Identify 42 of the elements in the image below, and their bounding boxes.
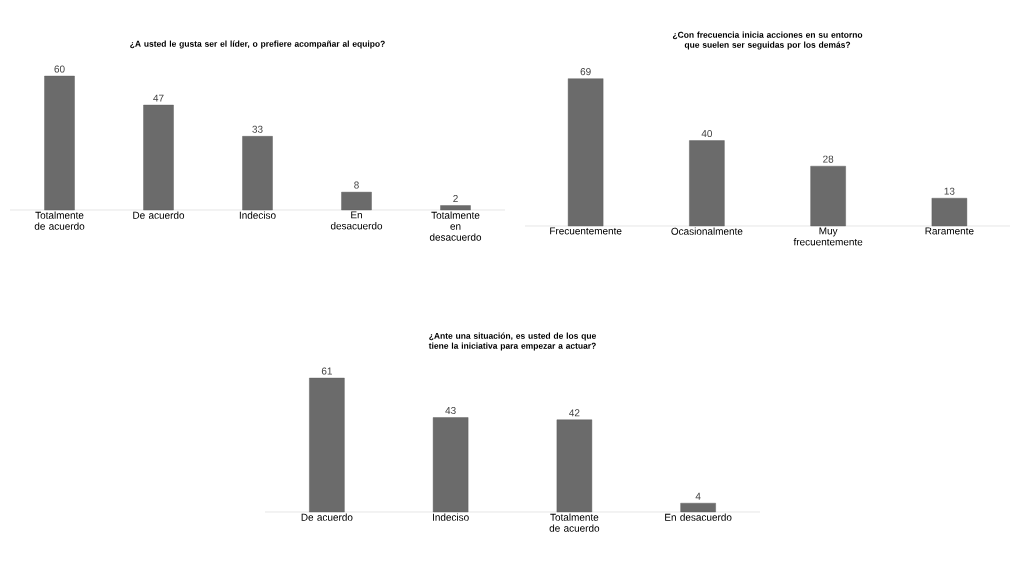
- data-label: 69: [580, 68, 591, 76]
- chart-title: ¿Ante una situación, es usted de los que tiene la iniciativa para empezar a actuar?: [428, 332, 596, 351]
- bar: [242, 136, 273, 211]
- bar: [931, 198, 968, 227]
- bar: [680, 503, 716, 513]
- data-label: 13: [944, 187, 955, 195]
- data-label: 2: [453, 195, 458, 202]
- x-tick-label: Totalmente en desacuerdo: [429, 211, 482, 241]
- bar: [556, 419, 593, 513]
- x-tick-label: Indeciso: [433, 513, 469, 521]
- bar: [810, 166, 846, 227]
- bar: [44, 75, 75, 211]
- data-label: 47: [153, 94, 164, 102]
- x-tick-label: En desacuerdo: [330, 211, 383, 230]
- bar: [432, 417, 469, 513]
- data-label: 28: [823, 155, 834, 163]
- x-tick-label: En desacuerdo: [665, 513, 732, 521]
- x-tick-label: Muy frecuentemente: [793, 227, 863, 246]
- x-tick-label: De acuerdo: [133, 211, 185, 219]
- bar: [440, 205, 471, 211]
- x-tick-label: Ocasionalmente: [671, 227, 743, 235]
- chart-title: ¿A usted le gusta ser el líder, o prefiere acompañar al equipo?: [130, 40, 385, 49]
- bar: [341, 191, 372, 211]
- x-tick-label: Frecuentemente: [550, 227, 622, 235]
- bar: [689, 140, 725, 227]
- data-label: 40: [701, 130, 713, 138]
- x-tick-label: Raramente: [925, 227, 974, 235]
- chart-title: ¿Con frecuencia inicia acciones en su entorno que suelen ser seguidas por los demás?: [672, 31, 863, 50]
- data-label: 61: [321, 367, 332, 375]
- bar: [143, 104, 174, 211]
- bar: [309, 377, 345, 513]
- x-tick-label: Totalmente de acuerdo: [549, 513, 600, 532]
- data-label: 42: [569, 409, 580, 417]
- data-label: 8: [354, 181, 359, 189]
- x-tick-label: De acuerdo: [301, 513, 353, 521]
- x-tick-label: Totalmente de acuerdo: [34, 211, 85, 230]
- data-label: 33: [252, 125, 263, 133]
- bar: [567, 78, 604, 227]
- data-label: 43: [445, 407, 456, 415]
- x-tick-label: Indeciso: [239, 211, 276, 219]
- data-label: 60: [54, 65, 65, 73]
- data-label: 4: [695, 492, 701, 500]
